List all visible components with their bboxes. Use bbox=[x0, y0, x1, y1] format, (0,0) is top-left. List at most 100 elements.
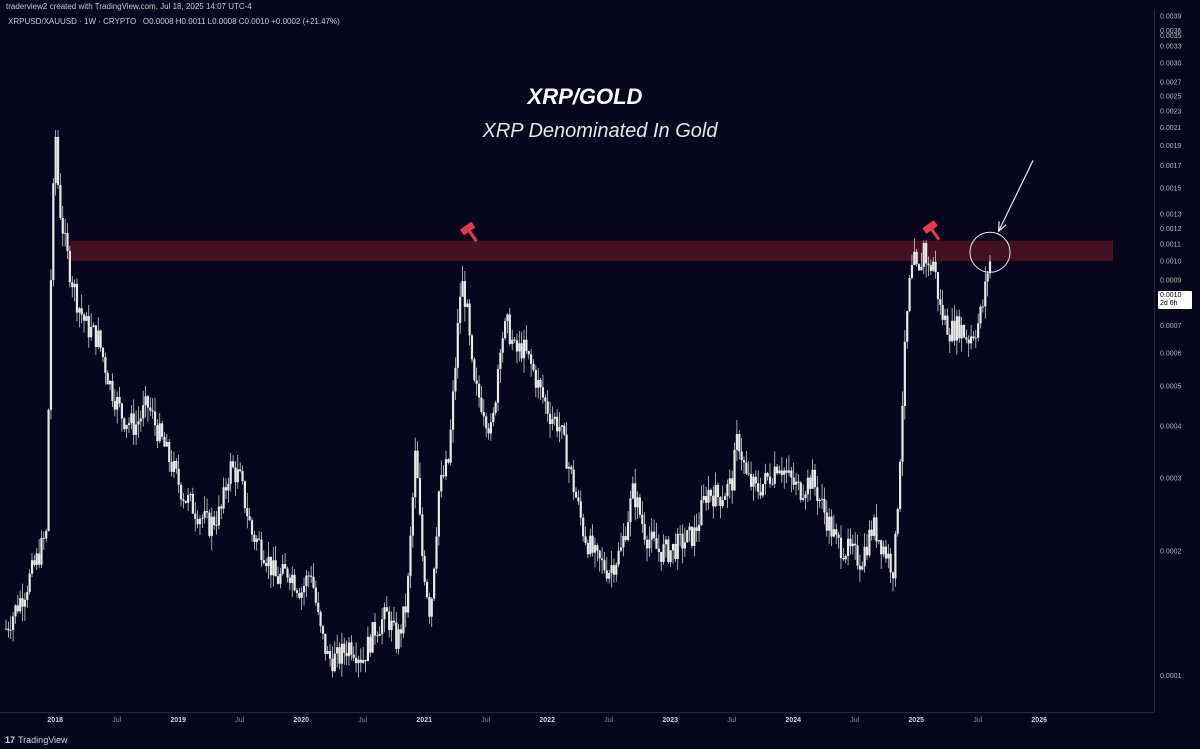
candle-body bbox=[776, 466, 779, 474]
chart-title: XRP/GOLD bbox=[527, 84, 643, 109]
candle-body bbox=[986, 273, 989, 282]
candle-body bbox=[771, 483, 774, 485]
candle-body bbox=[35, 553, 38, 565]
pointer-arrow bbox=[998, 160, 1034, 232]
x-tick-label: 2026 bbox=[1031, 717, 1047, 724]
candle-body bbox=[172, 460, 176, 472]
candle-body bbox=[579, 501, 582, 518]
candle-body bbox=[513, 339, 516, 341]
candle-body bbox=[820, 498, 824, 500]
candle-body bbox=[414, 450, 417, 498]
y-tick-label: 0.0027 bbox=[1160, 80, 1182, 87]
candle-body bbox=[485, 416, 488, 429]
candle-body bbox=[674, 544, 677, 559]
symbol-legend[interactable]: XRPUSD/XAUUSD · 1W · CRYPTO O0.0008 H0.0… bbox=[8, 17, 340, 26]
candle-body bbox=[811, 469, 814, 489]
candle-body bbox=[768, 476, 772, 484]
y-tick-label: 0.0033 bbox=[1160, 44, 1182, 51]
candle-body bbox=[693, 527, 696, 546]
x-tick-label: Jul bbox=[973, 717, 982, 724]
y-tick-label: 0.0001 bbox=[1160, 673, 1182, 680]
candle-body bbox=[574, 491, 578, 498]
candle-body bbox=[626, 522, 630, 540]
candle-body bbox=[38, 553, 41, 565]
candle-body bbox=[615, 564, 618, 575]
candle-body bbox=[816, 487, 819, 502]
candle-body bbox=[603, 560, 606, 571]
candle-body bbox=[761, 484, 765, 496]
candle-body bbox=[184, 500, 187, 503]
candle-body bbox=[106, 372, 109, 385]
candle-body bbox=[28, 573, 31, 592]
candle-body bbox=[16, 605, 19, 612]
candle-body bbox=[45, 530, 48, 539]
candle-body bbox=[917, 264, 921, 271]
y-tick-label: 0.0004 bbox=[1160, 424, 1182, 431]
candle-body bbox=[262, 560, 265, 564]
candle-body bbox=[965, 337, 968, 340]
x-tick-label: Jul bbox=[850, 717, 859, 724]
candle-body bbox=[773, 466, 776, 484]
candle-body bbox=[882, 546, 885, 555]
candle-body bbox=[936, 272, 940, 300]
candle-body bbox=[451, 391, 455, 430]
candle-body bbox=[518, 343, 521, 352]
footer-bar: 17 TradingView bbox=[0, 731, 1200, 749]
candle-body bbox=[787, 470, 791, 473]
candle-body bbox=[842, 558, 845, 560]
candle-body bbox=[388, 611, 391, 631]
candle-body bbox=[395, 622, 398, 649]
candle-body bbox=[404, 606, 407, 613]
candle-body bbox=[532, 363, 535, 370]
candle-body bbox=[586, 543, 589, 555]
candle-body bbox=[399, 629, 403, 634]
y-tick-label: 0.0003 bbox=[1160, 475, 1182, 482]
candle-body bbox=[101, 347, 105, 358]
candle-body bbox=[908, 278, 911, 312]
candle-body bbox=[123, 418, 126, 430]
candle-body bbox=[407, 576, 410, 613]
candle-body bbox=[227, 483, 230, 491]
candle-body bbox=[23, 599, 27, 607]
candle-body bbox=[442, 475, 445, 477]
candle-body bbox=[425, 581, 429, 598]
x-tick-label: 2019 bbox=[170, 717, 186, 724]
candle-body bbox=[813, 469, 817, 488]
candle-body bbox=[707, 489, 710, 503]
candle-body bbox=[371, 622, 374, 653]
y-tick-label: 0.0010 bbox=[1160, 259, 1182, 266]
candle-body bbox=[310, 575, 313, 577]
candle-body bbox=[142, 405, 145, 419]
candle-body bbox=[551, 419, 554, 424]
candle-body bbox=[636, 497, 639, 508]
candle-body bbox=[929, 265, 932, 271]
candle-body bbox=[660, 551, 663, 562]
candle-body bbox=[835, 529, 838, 535]
candle-body bbox=[501, 338, 504, 353]
candle-body bbox=[851, 543, 854, 547]
candle-body bbox=[246, 508, 249, 517]
candle-body bbox=[134, 424, 138, 435]
candle-body bbox=[158, 423, 161, 442]
candle-body bbox=[799, 482, 802, 500]
candle-body bbox=[90, 326, 93, 338]
tradingview-logo[interactable]: 17 TradingView bbox=[5, 735, 68, 745]
candle-body bbox=[565, 434, 568, 469]
candle-body bbox=[331, 658, 334, 672]
candle-body bbox=[525, 339, 528, 352]
candle-body bbox=[433, 568, 436, 599]
y-tick-label: 0.0035 bbox=[1160, 33, 1182, 40]
candle-body bbox=[298, 592, 301, 598]
candle-body bbox=[236, 469, 239, 483]
candle-body bbox=[541, 387, 545, 398]
x-tick-label: Jul bbox=[604, 717, 613, 724]
candle-body bbox=[955, 316, 958, 341]
candle-body bbox=[683, 542, 686, 549]
candle-body bbox=[61, 217, 64, 234]
candle-body bbox=[754, 476, 757, 484]
candle-body bbox=[198, 518, 202, 525]
candle-body bbox=[969, 336, 973, 344]
candle-body bbox=[962, 325, 966, 338]
candle-body bbox=[94, 325, 97, 347]
